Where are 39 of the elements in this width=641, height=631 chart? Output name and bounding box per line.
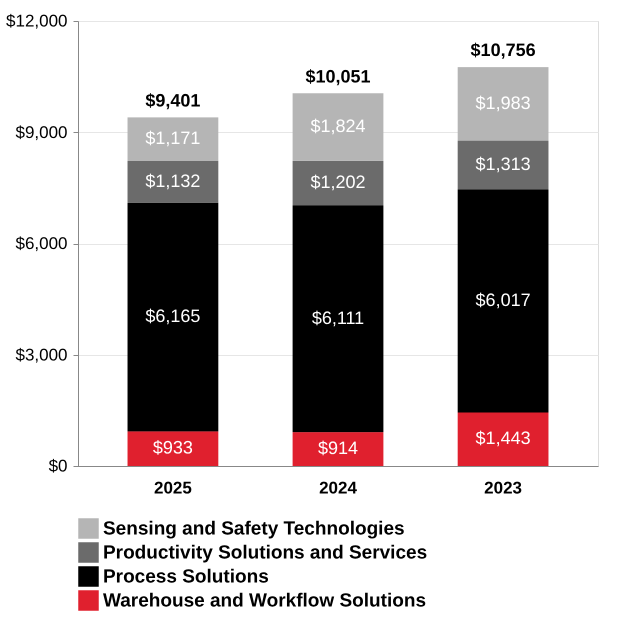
legend-label: Productivity Solutions and Services: [103, 542, 428, 564]
data-label: $6,165: [145, 306, 200, 326]
data-label: $933: [152, 438, 193, 458]
bar: [458, 140, 548, 190]
data-label: $914: [318, 438, 358, 458]
y-tick-label: $0: [48, 456, 68, 476]
bar: [292, 205, 384, 432]
bar: [128, 431, 218, 466]
bar: [128, 202, 218, 432]
total-label: $10,756: [470, 40, 536, 60]
x-tick-label: 2024: [319, 478, 358, 498]
data-label: $6,017: [476, 290, 531, 310]
data-label: $1,202: [310, 172, 366, 192]
bar: [292, 432, 384, 466]
legend-label: Warehouse and Workflow Solutions: [103, 590, 426, 612]
bar: [458, 412, 548, 466]
data-label: $1,132: [145, 170, 200, 191]
data-label: $1,443: [476, 428, 531, 448]
y-tick-label: $9,000: [16, 122, 68, 142]
x-tick-label: 2023: [484, 478, 522, 498]
data-label: $6,111: [312, 308, 364, 328]
data-label: $1,313: [476, 154, 531, 174]
y-tick-label: $6,000: [16, 234, 68, 253]
bar: [458, 189, 548, 412]
legend-label: Sensing and Safety Technologies: [103, 518, 405, 540]
bar: [292, 93, 384, 161]
data-label: $1,983: [476, 92, 531, 113]
y-tick-label: $12,000: [6, 12, 68, 30]
data-label: $1,171: [145, 128, 200, 148]
bar: [128, 117, 218, 161]
total-label: $9,401: [145, 90, 200, 110]
x-tick-label: 2025: [154, 478, 192, 498]
bar: [458, 67, 548, 141]
legend-label: Process Solutions: [103, 566, 269, 588]
bar: [128, 160, 218, 203]
y-tick-label: $3,000: [16, 345, 68, 364]
data-label: $1,824: [310, 116, 366, 136]
bar: [292, 160, 384, 206]
total-label: $10,051: [305, 66, 371, 86]
